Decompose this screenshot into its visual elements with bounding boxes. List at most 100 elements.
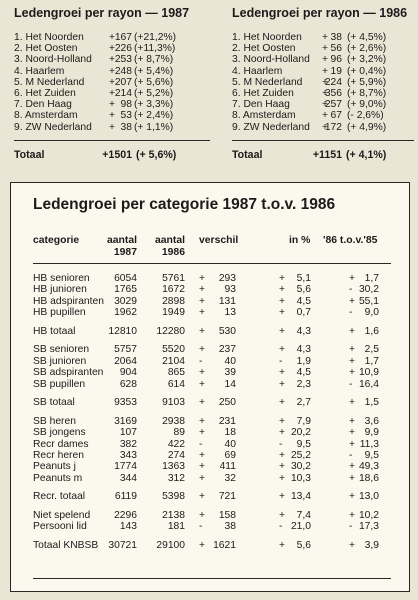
prev-sign: + [349, 427, 356, 439]
value-1986: 422 [167, 438, 185, 450]
pct-value: 30,2 [290, 461, 311, 473]
pct-sign: - [279, 438, 283, 450]
rayon-row: 5. M Nederland +224 (+ 5,9%) [232, 77, 414, 88]
prev-value: 3,9 [364, 540, 379, 551]
pct-sign: + [279, 273, 286, 284]
table-row: HB pupillen 1962 1949 +13 +0,7 -9,0 [11, 307, 411, 319]
value-1986: 312 [167, 472, 185, 484]
prev-sign: + [349, 367, 356, 379]
pct-sign: + [279, 510, 286, 521]
rayon-1987-total-label: Totaal [14, 149, 45, 161]
value-1986: 2938 [162, 415, 185, 427]
rayon-pct: (+ 1,1%) [134, 121, 174, 133]
rayon-row: 8. Amsterdam +53 (+ 2,4%) [14, 110, 214, 121]
prev-sign: + [349, 397, 356, 409]
pct-sign: + [279, 540, 286, 551]
diff-value: 530 [218, 325, 236, 337]
value-1987: 2064 [114, 355, 137, 367]
value-1987: 2296 [114, 510, 137, 521]
pct-value: 5,6 [296, 540, 311, 551]
diff-sign: + [199, 307, 206, 319]
pct-sign: + [279, 397, 286, 409]
rayon-row: 9. ZW Nederland +38 (+ 1,1%) [14, 122, 214, 133]
rayon-name: 9. ZW Nederland [232, 121, 310, 133]
rayon-sign: + [322, 65, 329, 77]
categorie-table-box: Ledengroei per categorie 1987 t.o.v. 198… [10, 182, 410, 592]
diff-value: 38 [224, 521, 236, 533]
rayon-pct: (+ 5,9%) [347, 76, 387, 88]
rayon-pct: (+ 2,6%) [347, 43, 387, 55]
rayon-1987-list: 1. Het Noorden +167 (+21,2%) 2. Het Oosten +… [14, 32, 214, 133]
rayon-row: 2. Het Oosten +226 (+11,3%) [14, 43, 214, 54]
header-aantal-1986: aantal 1986 [151, 235, 185, 259]
value-1986: 181 [167, 521, 185, 533]
pct-sign: + [279, 491, 286, 503]
table-row: Niet spelend 2296 2138 +158 +7,4 +10,2 [11, 510, 411, 522]
rayon-1987-divider [14, 140, 210, 141]
value-1986: 274 [167, 450, 185, 461]
value-1986: 1363 [162, 461, 185, 473]
pct-value: 10,3 [290, 472, 311, 484]
rayon-value: 167 [114, 32, 132, 43]
prev-value: 1,5 [364, 397, 379, 409]
rayon-row: 3. Noord-Holland +96 (+ 3,2%) [232, 54, 414, 65]
table-row: Peanuts j 1774 1363 +411 +30,2 +49,3 [11, 461, 411, 473]
header-divider [33, 263, 391, 264]
rayon-value: 96 [330, 54, 342, 66]
diff-value: 69 [224, 450, 236, 461]
rayon-row: 1. Het Noorden +38 (+ 4,5%) [232, 32, 414, 43]
header-verschil: verschil [199, 235, 239, 246]
category-name: SB senioren [33, 344, 90, 356]
category-name: HB junioren [33, 284, 87, 296]
rayon-row: 4. Haarlem +248 (+ 5,4%) [14, 66, 214, 77]
diff-sign: + [199, 344, 206, 356]
rayon-1987-total-pct: (+ 5,6%) [136, 149, 177, 161]
rayon-sign: + [322, 99, 329, 111]
diff-value: 14 [224, 378, 236, 390]
rayon-name: 2. Het Oosten [232, 43, 296, 55]
rayon-value: 207 [114, 76, 132, 88]
rayon-1986-title: Ledengroei per rayon — 1986 [232, 6, 408, 20]
rayon-name: 3. Noord-Holland [14, 54, 92, 66]
header-categorie: categorie [33, 235, 80, 246]
prev-value: 2,5 [364, 344, 379, 356]
table-row: Recr dames 382 422 - 40 - 9,5 +11,3 [11, 439, 411, 451]
table-row: Totaal KNBSB 30721 29100 +1621 +5,6 +3,9 [11, 540, 411, 552]
rayon-sign: + [109, 110, 116, 122]
prev-value: 30,2 [358, 284, 379, 296]
pct-sign: + [279, 450, 286, 461]
category-name: SB adspiranten [33, 367, 104, 379]
rayon-1986-divider [232, 140, 414, 141]
category-name: SB junioren [33, 355, 87, 367]
rayon-row: 2. Het Oosten +56 (+ 2,6%) [232, 43, 414, 54]
rayon-name: 1. Het Noorden [232, 32, 302, 43]
rayon-value: 257 [324, 99, 342, 111]
rayon-name: 3. Noord-Holland [232, 54, 310, 66]
rayon-name: 7. Den Haag [14, 99, 72, 111]
rayon-1986-list: 1. Het Noorden +38 (+ 4,5%) 2. Het Oosten +5… [232, 32, 414, 133]
prev-sign: + [349, 355, 356, 367]
table-row: HB junioren 1765 1672 +93 +5,6 -30,2 [11, 284, 411, 296]
diff-value: 231 [218, 415, 236, 427]
value-1987: 30721 [108, 540, 137, 551]
value-1986: 2104 [162, 355, 185, 367]
rayon-value: 253 [114, 54, 132, 66]
table-row: SB junioren 2064 2104 - 40 - 1,9 +1,7 [11, 356, 411, 368]
prev-value: 9,0 [364, 307, 379, 319]
table-row: SB senioren 5757 5520 +237 +4,3 +2,5 [11, 344, 411, 356]
diff-value: 158 [218, 510, 236, 521]
table-row: HB adspiranten 3029 2898 +131 +4,5 +55,1 [11, 296, 411, 308]
rayon-sign: + [109, 43, 116, 55]
value-1986: 89 [173, 427, 185, 439]
prev-sign: + [349, 438, 356, 450]
diff-value: 40 [224, 438, 236, 450]
prev-value: 11,3 [359, 438, 379, 450]
rayon-pct: (+ 5,2%) [134, 87, 174, 99]
value-1987: 143 [119, 521, 137, 533]
diff-value: 13 [224, 307, 236, 319]
value-1987: 1765 [114, 284, 137, 296]
rayon-value: 56 [330, 43, 342, 55]
diff-sign: - [199, 521, 203, 533]
value-1986: 2898 [162, 295, 185, 307]
value-1986: 5398 [162, 491, 185, 503]
